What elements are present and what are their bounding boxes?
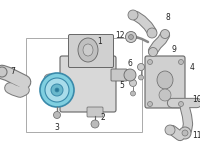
Circle shape	[91, 120, 99, 128]
Text: 10: 10	[192, 96, 200, 105]
Circle shape	[160, 30, 170, 39]
Ellipse shape	[159, 89, 171, 101]
Text: 1: 1	[98, 37, 102, 46]
Text: 6: 6	[128, 60, 132, 69]
Circle shape	[148, 47, 158, 56]
Circle shape	[130, 91, 136, 96]
FancyBboxPatch shape	[60, 56, 116, 112]
Circle shape	[182, 130, 188, 136]
FancyBboxPatch shape	[49, 74, 63, 84]
Circle shape	[55, 88, 59, 92]
FancyBboxPatch shape	[111, 69, 127, 81]
Circle shape	[45, 78, 69, 102]
Ellipse shape	[78, 38, 98, 62]
Circle shape	[179, 127, 191, 139]
Text: 2: 2	[101, 112, 105, 122]
Circle shape	[128, 35, 134, 40]
Text: 8: 8	[166, 14, 170, 22]
Text: 5: 5	[120, 81, 124, 91]
FancyBboxPatch shape	[68, 35, 114, 67]
Circle shape	[147, 28, 157, 38]
Circle shape	[130, 80, 136, 86]
Text: 4: 4	[190, 64, 194, 72]
Circle shape	[51, 84, 63, 96]
Text: 3: 3	[55, 123, 59, 132]
Circle shape	[148, 101, 153, 106]
Circle shape	[165, 125, 175, 135]
Circle shape	[126, 31, 136, 42]
Circle shape	[128, 10, 138, 20]
FancyBboxPatch shape	[87, 107, 103, 117]
Circle shape	[179, 101, 184, 106]
Ellipse shape	[83, 44, 93, 56]
Text: 9: 9	[172, 46, 176, 55]
Circle shape	[124, 69, 136, 81]
Circle shape	[138, 64, 144, 71]
Bar	[26, 38, 142, 132]
Ellipse shape	[157, 71, 173, 89]
Circle shape	[40, 73, 74, 107]
Circle shape	[179, 60, 184, 65]
Text: 7: 7	[11, 67, 15, 76]
Circle shape	[138, 75, 144, 80]
Text: 12: 12	[115, 30, 125, 40]
FancyBboxPatch shape	[145, 56, 185, 108]
Circle shape	[44, 74, 54, 84]
Circle shape	[0, 67, 7, 77]
Circle shape	[54, 112, 60, 118]
Text: 11: 11	[192, 131, 200, 140]
Circle shape	[148, 60, 153, 65]
